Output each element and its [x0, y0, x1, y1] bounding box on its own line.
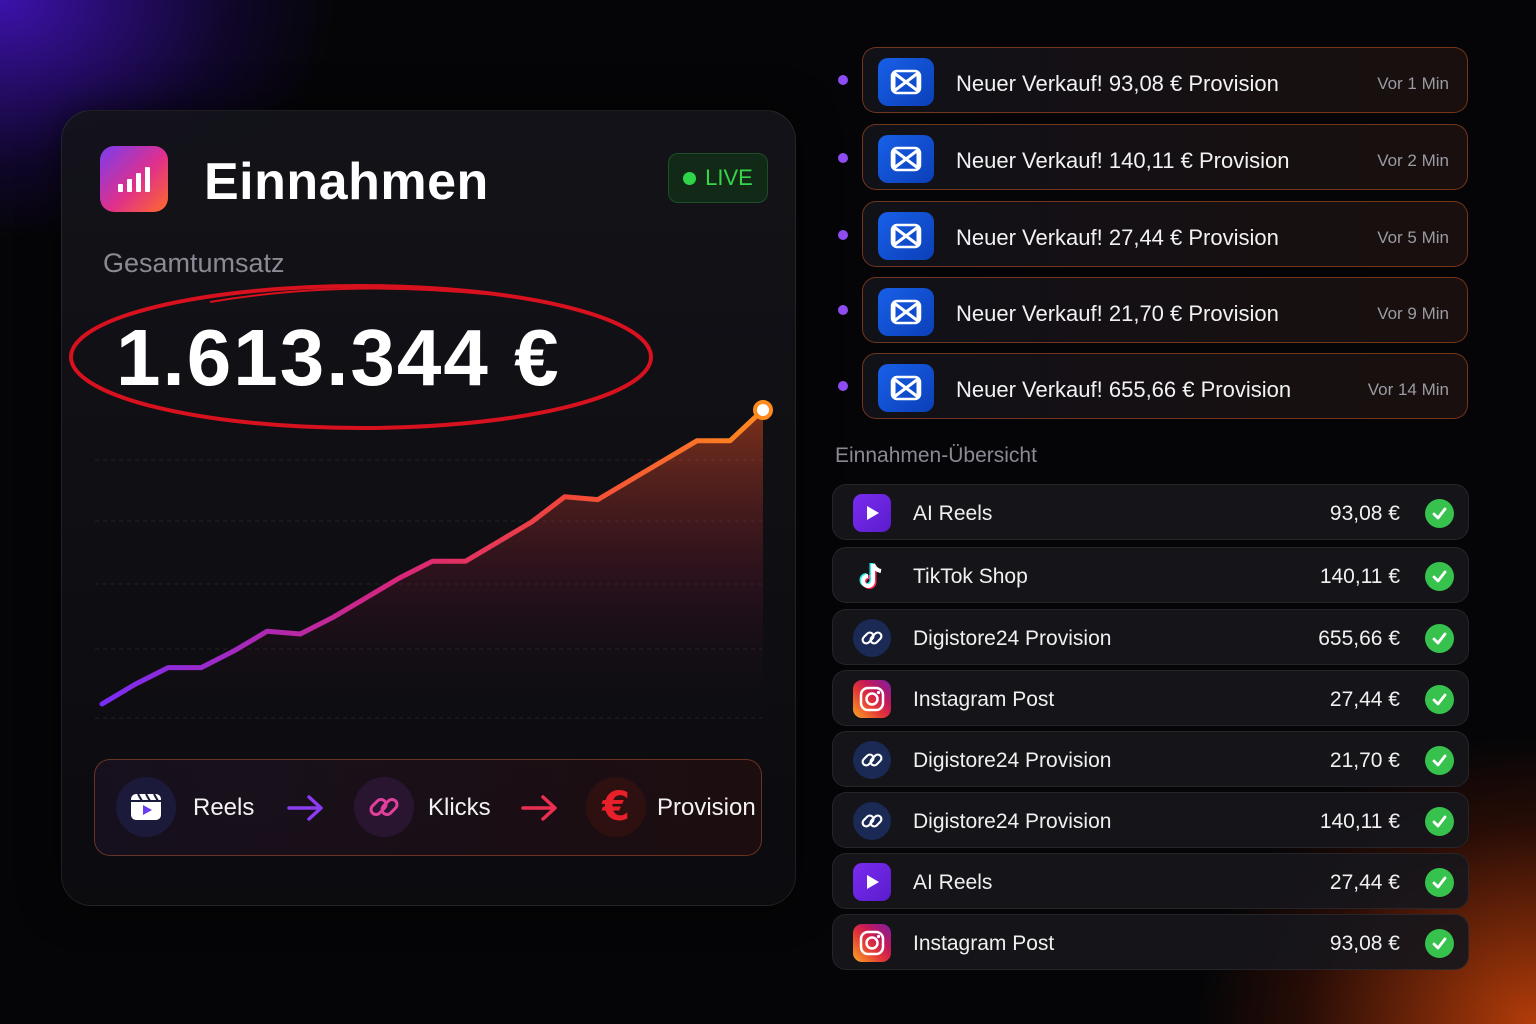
card-title: Einnahmen — [204, 153, 489, 211]
row-amount: 140,11 € — [1319, 565, 1400, 588]
notification-text: Neuer Verkauf! 140,11 € Provision — [956, 148, 1290, 173]
live-dot-icon — [683, 171, 697, 185]
tiktok-icon — [853, 557, 891, 595]
link-icon — [853, 741, 891, 779]
notification-text: Neuer Verkauf! 655,66 € Provision — [956, 377, 1292, 402]
row-amount: 27,44 € — [1329, 871, 1400, 894]
check-icon — [1425, 499, 1454, 528]
notification-text: Neuer Verkauf! 21,70 € Provision — [956, 301, 1279, 326]
check-icon — [1425, 868, 1454, 897]
instagram-icon — [853, 924, 891, 962]
notification-time: Vor 5 Min — [1377, 228, 1449, 247]
check-icon — [1425, 685, 1454, 714]
overview-row[interactable]: Digistore24 Provision 655,66 € — [832, 609, 1469, 665]
notification-text: Neuer Verkauf! 27,44 € Provision — [956, 225, 1279, 250]
overview-row[interactable]: AI Reels 93,08 € — [832, 484, 1469, 540]
check-icon — [1425, 929, 1454, 958]
instagram-icon — [853, 680, 891, 718]
overview-row[interactable]: Digistore24 Provision 140,11 € — [832, 792, 1469, 848]
notification-item[interactable]: Neuer Verkauf! 21,70 € Provision Vor 9 M… — [862, 277, 1468, 343]
overview-row[interactable]: Instagram Post 27,44 € — [832, 670, 1469, 726]
arrow-right-icon — [521, 795, 557, 821]
total-revenue-label: Gesamtumsatz — [103, 248, 285, 278]
row-amount: 21,70 € — [1329, 749, 1400, 772]
play-icon — [853, 863, 891, 901]
overview-row[interactable]: Digistore24 Provision 21,70 € — [832, 731, 1469, 787]
bullet-dot — [838, 75, 848, 85]
chart-endpoint — [753, 400, 773, 420]
overview-row[interactable]: Instagram Post 93,08 € — [832, 914, 1469, 970]
notification-item[interactable]: Neuer Verkauf! 655,66 € Provision Vor 14… — [862, 353, 1468, 419]
total-revenue-value: 1.613.344 € — [116, 313, 561, 402]
row-name: AI Reels — [913, 502, 993, 525]
overview-row[interactable]: TikTok Shop 140,11 € — [832, 547, 1469, 603]
row-amount: 93,08 € — [1329, 502, 1400, 525]
check-icon — [1425, 562, 1454, 591]
check-icon — [1425, 746, 1454, 775]
notification-time: Vor 9 Min — [1377, 304, 1449, 323]
revenue-chart — [95, 400, 773, 719]
digistore-icon — [878, 58, 934, 106]
live-badge: LIVE — [668, 153, 768, 203]
notification-item[interactable]: Neuer Verkauf! 27,44 € Provision Vor 5 M… — [862, 201, 1468, 267]
bullet-dot — [838, 230, 848, 240]
digistore-icon — [878, 288, 934, 336]
notification-time: Vor 14 Min — [1367, 380, 1449, 399]
live-label: LIVE — [705, 165, 753, 190]
notification-text: Neuer Verkauf! 93,08 € Provision — [956, 71, 1279, 96]
arrow-right-icon — [287, 795, 323, 821]
row-name: Digistore24 Provision — [913, 810, 1112, 833]
overview-title: Einnahmen-Übersicht — [835, 444, 1037, 467]
digistore-icon — [878, 212, 934, 260]
link-icon — [354, 777, 414, 837]
flow-step-clicks: Klicks — [428, 794, 491, 821]
link-icon — [853, 802, 891, 840]
notification-item[interactable]: Neuer Verkauf! 140,11 € Provision Vor 2 … — [862, 124, 1468, 190]
row-amount: 93,08 € — [1329, 932, 1400, 955]
row-amount: 27,44 € — [1329, 688, 1400, 711]
row-amount: 140,11 € — [1319, 810, 1400, 833]
notification-item[interactable]: Neuer Verkauf! 93,08 € Provision Vor 1 M… — [862, 47, 1468, 113]
check-icon — [1425, 624, 1454, 653]
link-icon — [853, 619, 891, 657]
bullet-dot — [838, 153, 848, 163]
euro-icon: € — [586, 777, 646, 837]
check-icon — [1425, 807, 1454, 836]
digistore-icon — [878, 364, 934, 412]
conversion-flow — [94, 759, 762, 856]
digistore-icon — [878, 135, 934, 183]
notification-time: Vor 1 Min — [1377, 74, 1449, 93]
bullet-dot — [838, 305, 848, 315]
row-name: Instagram Post — [913, 688, 1055, 711]
notification-time: Vor 2 Min — [1377, 151, 1449, 170]
flow-step-reels: Reels — [193, 794, 255, 821]
bar-chart-icon — [100, 146, 168, 212]
chart-line — [99, 407, 766, 707]
bullet-dot — [838, 381, 848, 391]
row-name: AI Reels — [913, 871, 993, 894]
row-name: Instagram Post — [913, 932, 1055, 955]
play-icon — [853, 494, 891, 532]
row-name: Digistore24 Provision — [913, 627, 1112, 650]
overview-row[interactable]: AI Reels 27,44 € — [832, 853, 1469, 909]
row-amount: 655,66 € — [1318, 627, 1400, 650]
row-name: TikTok Shop — [913, 565, 1028, 588]
reels-icon — [116, 777, 176, 837]
red-circle-highlight — [69, 284, 653, 430]
row-name: Digistore24 Provision — [913, 749, 1112, 772]
flow-step-commission: Provision — [657, 794, 756, 821]
